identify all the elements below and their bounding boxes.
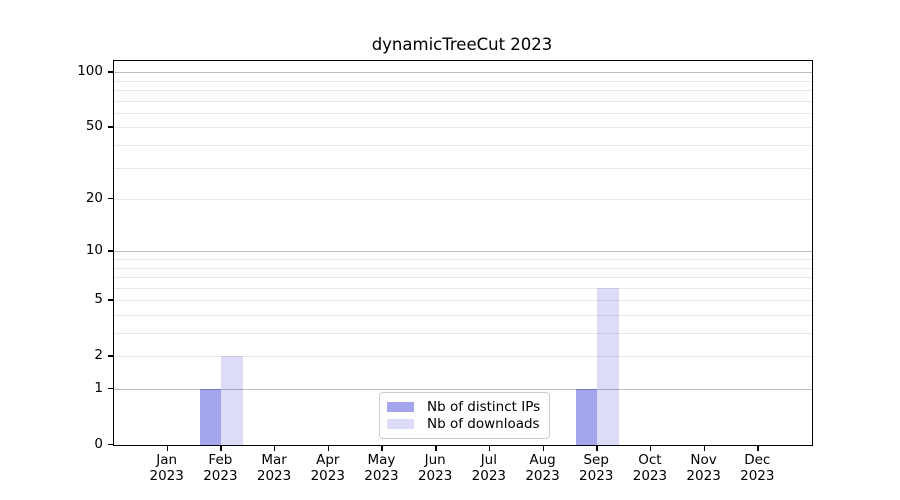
y-tick-mark <box>108 250 114 252</box>
y-tick-mark <box>108 299 114 301</box>
bar-sep-downloads <box>597 287 619 445</box>
x-tick-label: Apr 2023 <box>310 452 345 484</box>
x-tick-mark <box>488 446 491 451</box>
minor-gridline <box>114 80 812 82</box>
x-tick-label: Jan 2023 <box>149 452 184 484</box>
y-tick-label: 50 <box>85 118 103 135</box>
minor-gridline <box>114 199 812 201</box>
y-tick-mark <box>108 444 114 446</box>
chart-title: dynamicTreeCut 2023 <box>371 35 553 54</box>
x-tick-mark <box>596 446 598 451</box>
x-tick-mark <box>274 446 276 451</box>
x-tick-label: Jun 2023 <box>417 452 453 484</box>
y-tick-label: 10 <box>85 242 103 259</box>
x-tick-mark <box>166 446 169 451</box>
x-tick-label: May 2023 <box>364 452 399 484</box>
plot-area: Nb of distinct IPs Nb of downloads <box>113 60 813 446</box>
y-tick-mark <box>108 126 114 128</box>
legend-entry-downloads: Nb of downloads <box>387 416 540 433</box>
bar-sep-distinct-ips <box>575 389 598 445</box>
y-tick-label: 1 <box>94 380 103 396</box>
legend: Nb of distinct IPs Nb of downloads <box>379 392 551 439</box>
y-tick-mark <box>108 198 114 200</box>
y-tick-mark <box>108 388 114 390</box>
y-tick-label: 100 <box>77 63 103 80</box>
x-tick-mark <box>381 446 383 451</box>
x-tick-label: Jul 2023 <box>471 452 507 484</box>
legend-label: Nb of downloads <box>427 415 540 432</box>
minor-gridline <box>114 333 812 334</box>
x-tick-label: Oct 2023 <box>632 452 668 484</box>
x-tick-mark <box>435 446 437 451</box>
bar-feb-distinct-ips <box>199 389 222 445</box>
major-gridline <box>114 389 812 390</box>
x-tick-label: Feb 2023 <box>203 452 238 484</box>
x-tick-mark <box>703 446 705 451</box>
minor-gridline <box>114 167 812 169</box>
y-tick-mark <box>108 355 114 357</box>
minor-gridline <box>114 258 812 260</box>
y-tick-label: 20 <box>85 190 103 207</box>
x-tick-label: Aug 2023 <box>525 452 560 484</box>
x-tick-label: Dec 2023 <box>740 452 775 484</box>
x-tick-mark <box>327 446 330 451</box>
y-tick-label: 0 <box>94 436 103 452</box>
minor-gridline <box>114 112 812 114</box>
minor-gridline <box>114 100 812 102</box>
minor-gridline <box>114 145 812 146</box>
major-gridline <box>114 72 812 74</box>
x-tick-label: Sep 2023 <box>579 452 614 484</box>
y-tick-label: 5 <box>94 291 103 308</box>
x-tick-label: Nov 2023 <box>686 452 721 484</box>
minor-gridline <box>114 300 812 302</box>
downloads-swatch <box>387 418 414 429</box>
bar-feb-downloads <box>221 356 243 445</box>
x-tick-mark <box>649 446 652 451</box>
x-tick-mark <box>220 446 222 451</box>
legend-label: Nb of distinct IPs <box>427 399 541 416</box>
x-tick-mark <box>757 446 759 451</box>
minor-gridline <box>114 287 812 289</box>
minor-gridline <box>114 356 812 358</box>
minor-gridline <box>114 90 812 91</box>
distinct-ips-swatch <box>387 402 414 413</box>
x-tick-label: Mar 2023 <box>256 452 292 484</box>
minor-gridline <box>114 314 812 316</box>
y-tick-label: 2 <box>94 347 103 364</box>
minor-gridline <box>114 277 812 279</box>
minor-gridline <box>114 267 812 269</box>
minor-gridline <box>114 127 812 129</box>
x-tick-mark <box>542 446 544 451</box>
major-gridline <box>114 251 812 253</box>
legend-entry-distinct-ips: Nb of distinct IPs <box>387 399 540 416</box>
y-tick-mark <box>108 71 114 73</box>
